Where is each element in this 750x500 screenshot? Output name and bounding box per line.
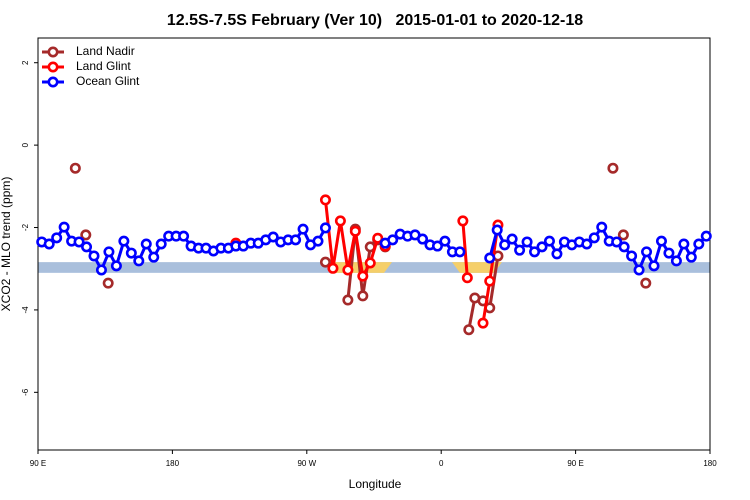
data-point	[521, 236, 533, 248]
data-point	[439, 235, 451, 247]
data-point	[319, 194, 331, 206]
data-point	[484, 252, 496, 264]
data-point	[125, 247, 137, 259]
data-point	[342, 264, 354, 276]
x-tick-label: 90 E	[30, 459, 46, 468]
data-point	[461, 272, 473, 284]
data-point	[506, 233, 518, 245]
data-point	[312, 235, 324, 247]
data-point	[588, 232, 600, 244]
data-point	[641, 246, 653, 258]
y-tick-label: -4	[21, 306, 30, 314]
y-tick-label: -6	[21, 388, 30, 396]
data-point	[342, 294, 354, 306]
legend-label: Ocean Glint	[76, 74, 140, 88]
data-point	[514, 244, 526, 256]
data-point	[178, 230, 190, 242]
data-point	[357, 270, 369, 282]
data-point	[484, 275, 496, 287]
y-tick-label: 0	[21, 142, 30, 147]
data-point	[457, 215, 469, 227]
x-tick-label: 180	[166, 459, 180, 468]
data-point	[327, 262, 339, 274]
legend-label: Land Nadir	[76, 44, 135, 58]
data-point	[43, 238, 55, 250]
data-point	[670, 255, 682, 267]
data-point	[73, 236, 85, 248]
data-point	[334, 215, 346, 227]
data-point	[357, 290, 369, 302]
data-point	[103, 246, 115, 258]
data-point	[551, 248, 563, 260]
data-point	[617, 229, 629, 241]
data-point	[88, 250, 100, 262]
data-point	[607, 162, 619, 174]
data-point	[319, 256, 331, 268]
data-point	[95, 264, 107, 276]
x-tick-label: 90 W	[297, 459, 316, 468]
data-point	[118, 235, 130, 247]
data-point	[417, 233, 429, 245]
data-point	[633, 264, 645, 276]
data-point	[431, 240, 443, 252]
data-point	[148, 251, 160, 263]
data-point	[536, 241, 548, 253]
y-tick-label: 2	[21, 60, 30, 65]
data-point	[102, 277, 114, 289]
data-point	[463, 324, 475, 336]
data-point	[685, 251, 697, 263]
data-point	[618, 241, 630, 253]
data-point	[51, 232, 63, 244]
data-point	[349, 225, 361, 237]
legend-label: Land Glint	[76, 59, 131, 73]
data-point	[290, 234, 302, 246]
data-point	[297, 223, 309, 235]
data-point	[267, 231, 279, 243]
data-point	[372, 232, 384, 244]
data-point	[140, 238, 152, 250]
legend-marker	[47, 46, 59, 58]
data-point	[499, 239, 511, 251]
data-point	[626, 250, 638, 262]
data-point	[693, 238, 705, 250]
data-point	[491, 224, 503, 236]
data-point	[655, 235, 667, 247]
data-point	[663, 247, 675, 259]
data-point	[640, 277, 652, 289]
data-point	[648, 260, 660, 272]
data-point	[454, 246, 466, 258]
x-axis-label: Longitude	[349, 477, 402, 491]
data-point	[700, 230, 712, 242]
data-point	[611, 236, 623, 248]
x-tick-label: 90 E	[567, 459, 583, 468]
data-point	[581, 238, 593, 250]
data-point	[69, 162, 81, 174]
legend-marker	[47, 61, 59, 73]
data-point	[477, 317, 489, 329]
data-point	[155, 238, 167, 250]
data-point	[133, 255, 145, 267]
data-point	[110, 260, 122, 272]
data-point	[58, 221, 70, 233]
data-point	[596, 221, 608, 233]
data-point	[80, 229, 92, 241]
data-point	[364, 257, 376, 269]
chart-title: 12.5S-7.5S February (Ver 10) 2015-01-01 …	[167, 12, 583, 29]
legend-marker	[47, 76, 59, 88]
data-point	[387, 234, 399, 246]
shading	[452, 262, 502, 273]
data-point	[529, 246, 541, 258]
x-tick-label: 0	[439, 459, 444, 468]
data-point	[81, 241, 93, 253]
y-axis-label: XCO2 - MLO trend (ppm)	[0, 177, 13, 312]
data-point	[543, 235, 555, 247]
y-tick-label: -2	[21, 223, 30, 231]
data-point	[678, 238, 690, 250]
x-tick-label: 180	[703, 459, 717, 468]
data-point	[319, 222, 331, 234]
